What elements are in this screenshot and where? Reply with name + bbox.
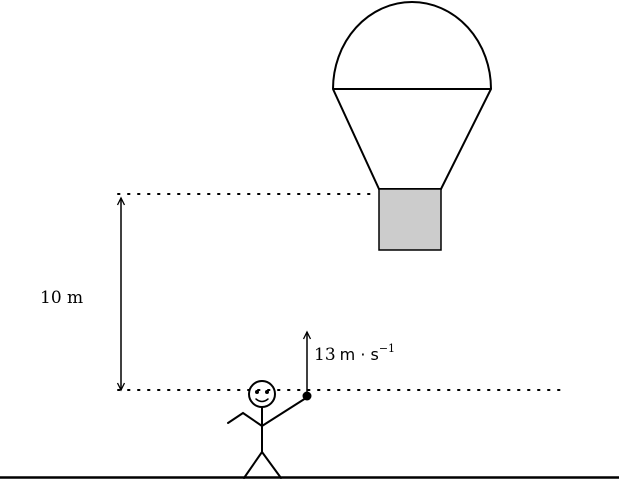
velocity-value: 13	[314, 345, 336, 365]
hot-air-balloon	[331, 1, 493, 190]
velocity-unit: m · s	[340, 345, 379, 364]
balloon-envelope	[331, 1, 493, 190]
person-head	[248, 380, 276, 408]
balloon-basket	[378, 188, 442, 251]
velocity-exponent: −1	[379, 342, 395, 355]
person-other-arm	[227, 411, 263, 427]
person-right-leg	[261, 451, 282, 479]
person-throwing-arm	[261, 397, 307, 427]
height-label: 10 m	[40, 288, 83, 308]
person-right-eye	[265, 390, 269, 394]
velocity-label: 13 m · s−1	[314, 342, 395, 365]
person-left-eye	[255, 390, 259, 394]
person-left-leg	[243, 451, 263, 479]
person-smile	[255, 398, 269, 403]
stick-figure-person	[227, 380, 307, 479]
